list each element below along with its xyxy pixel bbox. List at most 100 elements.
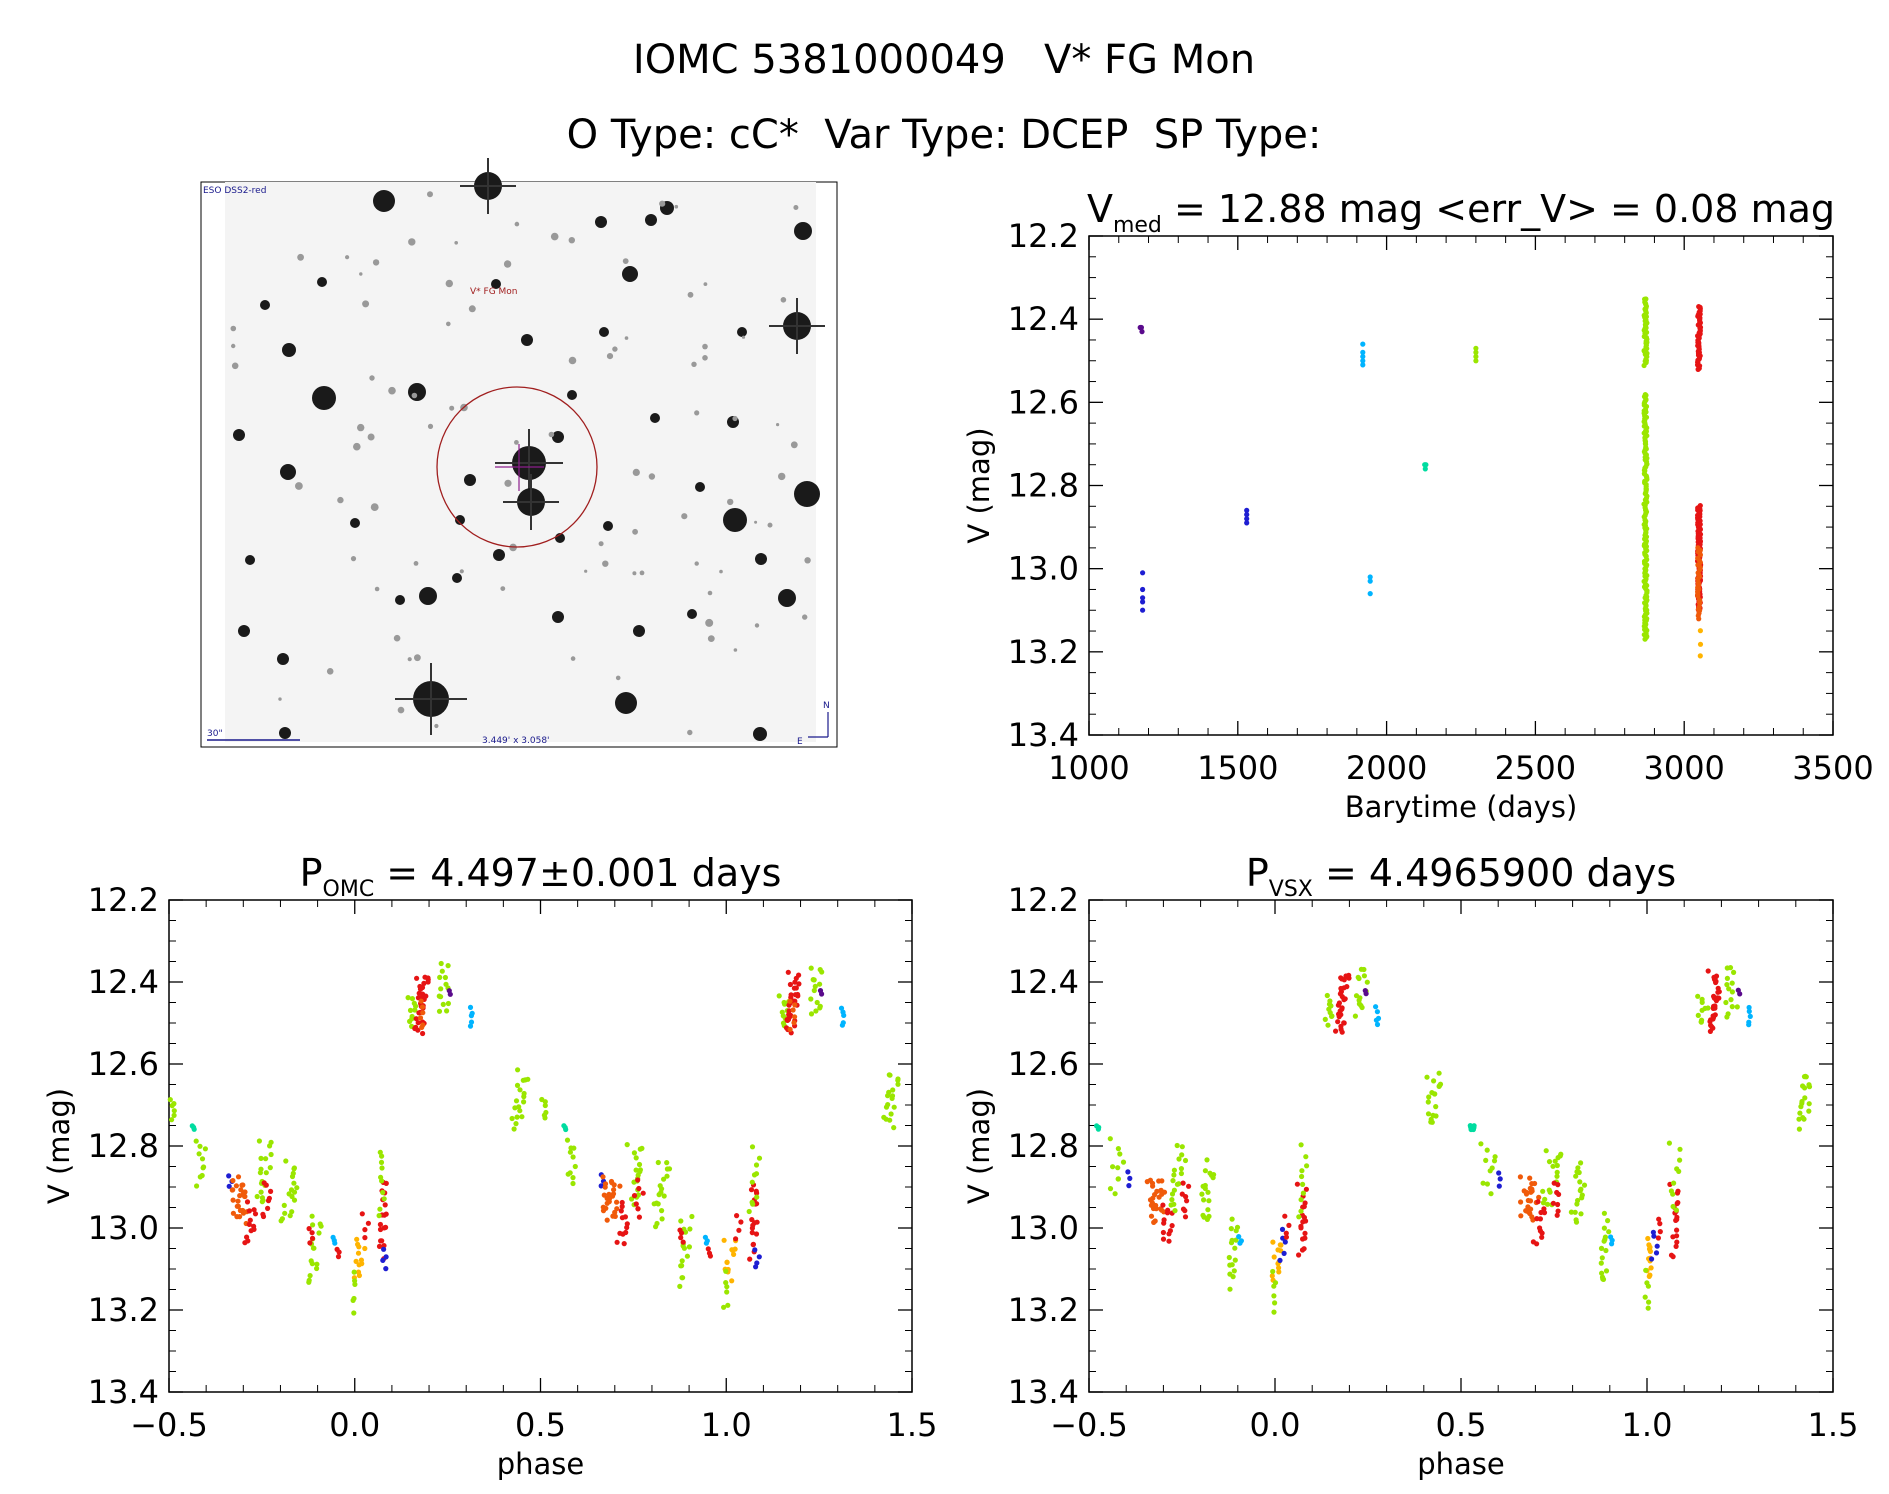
data-point (467, 1004, 474, 1011)
y-tick-label: 13.0 (1008, 550, 1079, 588)
data-point (792, 1002, 798, 1008)
data-point (1746, 1004, 1752, 1011)
data-point (1149, 1180, 1156, 1186)
data-point (1335, 1019, 1341, 1025)
data-point (1473, 354, 1479, 360)
data-point (631, 1150, 638, 1156)
faint-star (568, 356, 577, 365)
data-point (1491, 1158, 1498, 1164)
data-point (1550, 1163, 1556, 1169)
data-point (1729, 1004, 1735, 1010)
data-point (750, 1241, 757, 1247)
data-point (606, 1191, 612, 1197)
data-point (1165, 1207, 1171, 1213)
data-point (1276, 1265, 1282, 1271)
data-point (409, 996, 415, 1002)
plot-title: POMC = 4.497±0.001 days (300, 851, 782, 902)
data-point (237, 1214, 243, 1220)
data-point (729, 1278, 735, 1284)
data-point (1325, 1022, 1331, 1028)
y-tick-label: 12.4 (88, 963, 159, 1001)
data-point (1367, 591, 1373, 597)
star-30 (279, 727, 291, 739)
data-point (724, 1284, 730, 1290)
data-point (1599, 1255, 1605, 1261)
faint-star (687, 729, 693, 736)
data-point (379, 1238, 385, 1244)
data-point (1238, 1238, 1244, 1244)
data-point (654, 1220, 660, 1227)
data-point (1708, 1022, 1714, 1028)
data-point (678, 1218, 684, 1224)
data-point (362, 1245, 368, 1252)
data-point (1150, 1195, 1156, 1201)
data-point (754, 1260, 760, 1266)
y-tick-label: 12.6 (88, 1045, 159, 1083)
data-point (1796, 1126, 1802, 1132)
star-42 (317, 277, 327, 287)
data-point (1492, 1154, 1498, 1160)
data-point (309, 1230, 315, 1236)
data-point (1176, 1181, 1182, 1187)
data-point (235, 1198, 241, 1204)
star-19 (282, 343, 296, 357)
data-point (598, 1183, 604, 1189)
data-point (362, 1235, 368, 1241)
data-point (1107, 1186, 1114, 1192)
data-point (256, 1138, 262, 1144)
data-point (191, 1124, 197, 1130)
data-point (443, 981, 449, 987)
faint-star (370, 503, 379, 511)
data-point (383, 1211, 389, 1217)
data-point (1473, 345, 1479, 351)
data-point (362, 1227, 368, 1233)
data-point (808, 996, 814, 1002)
star-11 (615, 692, 637, 714)
data-point (307, 1273, 313, 1279)
data-point (1747, 1013, 1753, 1020)
faint-star (278, 697, 282, 701)
data-point (658, 1189, 664, 1195)
data-point (1360, 341, 1366, 347)
star-6 (312, 386, 336, 410)
data-point (1650, 1229, 1656, 1235)
y-axis-label: V (mag) (962, 427, 996, 543)
data-point (790, 1007, 796, 1013)
data-point (1578, 1186, 1584, 1192)
star-35 (452, 573, 462, 583)
data-point (1715, 989, 1721, 995)
data-point (1651, 1233, 1657, 1239)
data-point (1573, 1217, 1579, 1223)
faint-star (550, 232, 559, 241)
data-point (1169, 1223, 1175, 1229)
faint-star (767, 522, 773, 528)
data-point (279, 1216, 285, 1222)
star-12 (778, 589, 796, 607)
data-point (1646, 1299, 1652, 1305)
data-point (1488, 1191, 1494, 1197)
data-point (1303, 1186, 1309, 1192)
data-point (664, 1160, 670, 1166)
faint-star (350, 556, 357, 562)
data-point (1574, 1169, 1580, 1175)
data-point (817, 1003, 823, 1009)
data-point (1541, 1206, 1547, 1212)
data-point (425, 975, 431, 981)
data-point (1178, 1166, 1184, 1172)
data-point (1244, 511, 1250, 518)
star-18 (491, 279, 501, 289)
faint-star (427, 423, 434, 429)
data-point (383, 1224, 389, 1230)
data-point (1484, 1181, 1490, 1187)
data-point (281, 1202, 287, 1208)
data-point (1806, 1101, 1812, 1107)
faint-star (776, 423, 780, 427)
data-point (1674, 1216, 1680, 1223)
data-point (1707, 1028, 1713, 1034)
faint-star (345, 255, 350, 260)
y-tick-label: 13.4 (88, 1373, 159, 1411)
star-24 (493, 549, 505, 561)
data-point (1148, 1213, 1155, 1219)
star-48 (695, 482, 705, 492)
data-point (619, 1199, 625, 1206)
